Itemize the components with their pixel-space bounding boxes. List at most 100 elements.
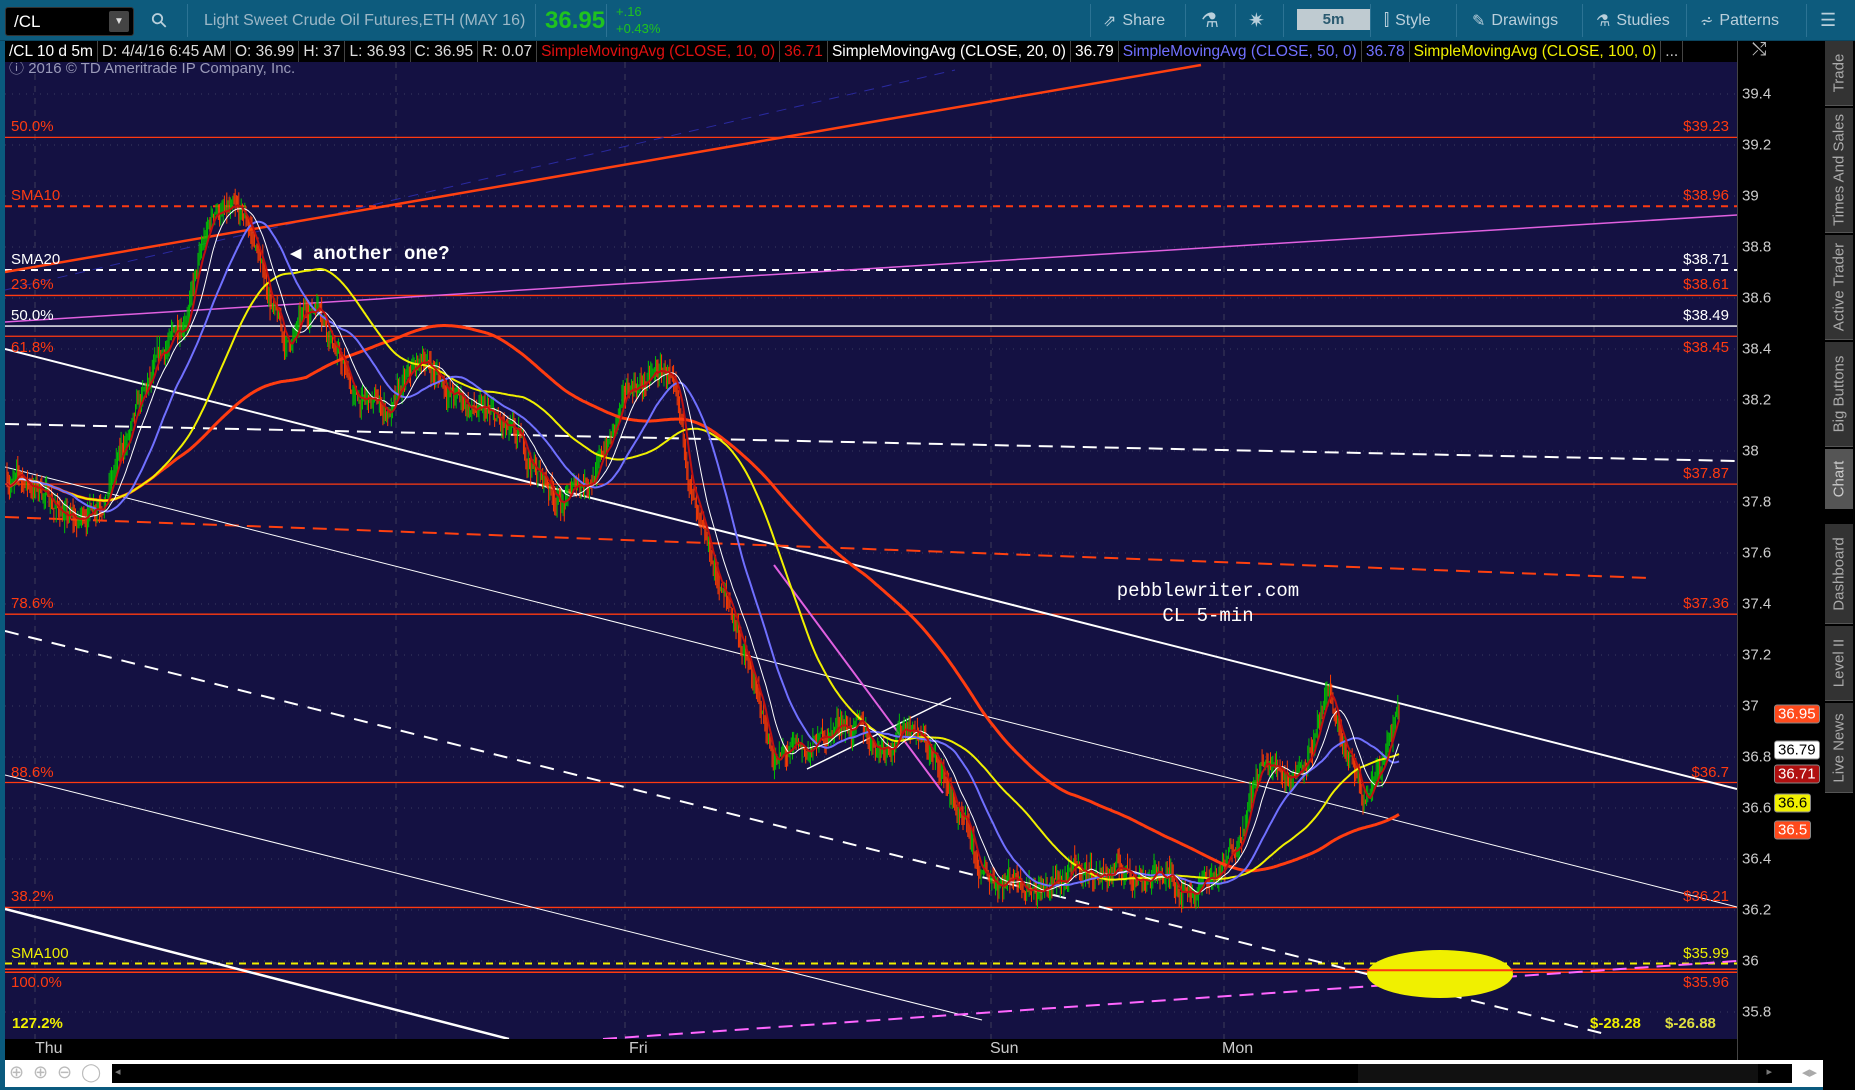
- level-label-right: $38.71: [1683, 250, 1729, 268]
- study-sma100-label[interactable]: SimpleMovingAvg (CLOSE, 100, 0): [1410, 41, 1662, 62]
- chart-canvas: [5, 62, 1737, 1039]
- chart-header: /CL 10 d 5m D: 4/4/16 6:45 AM O: 36.99 H…: [5, 41, 1737, 62]
- study-sma10-value: 36.71: [780, 41, 828, 62]
- symbol-period: /CL 10 d 5m: [5, 41, 98, 62]
- level-label-left: 38.2%: [11, 888, 54, 906]
- trendline-white: [5, 348, 1737, 790]
- fib-127-price-b: $-26.88: [1665, 1015, 1716, 1032]
- reset-icon[interactable]: ◯: [81, 1062, 102, 1082]
- price-tick: 36.4: [1742, 850, 1772, 868]
- flask-icon[interactable]: ⚗: [1201, 10, 1219, 32]
- trendline-white-bottom: [5, 907, 510, 1039]
- zoom-out-icon[interactable]: ⊖: [57, 1062, 73, 1082]
- scroll-left-icon[interactable]: ◂: [115, 1066, 121, 1078]
- bar-date: D: 4/4/16 6:45 AM: [98, 41, 231, 62]
- chevron-down-icon[interactable]: ▼: [109, 11, 129, 32]
- tab-label: Chart: [1830, 460, 1848, 497]
- toolbar: /CL ▼ ⚲ Light Sweet Crude Oil Futures,ETH…: [0, 0, 1855, 41]
- study-sma50-label[interactable]: SimpleMovingAvg (CLOSE, 50, 0): [1119, 41, 1362, 62]
- level-label-left: 50.0%: [11, 118, 54, 136]
- price-tick: 39: [1742, 187, 1759, 205]
- copyright-text: 2016 © TD Ameritrade IP Company, Inc.: [28, 62, 296, 77]
- share-button[interactable]: ⇗ Share: [1103, 0, 1165, 41]
- level-label-left: 100.0%: [11, 974, 62, 992]
- resize-handle-icon[interactable]: ◂▸: [1801, 1064, 1817, 1081]
- change-value: +.16: [616, 4, 642, 19]
- crosshair-icon[interactable]: ⊕: [9, 1062, 25, 1082]
- symbol-input[interactable]: /CL ▼: [5, 7, 134, 36]
- price-chart[interactable]: ⓘ 2016 © TD Ameritrade IP Company, Inc. …: [5, 62, 1737, 1039]
- price-axis[interactable]: ⤭ 39.4 39.2 39 38.8 38.6 38.4 38.2 38 37.8 37.6 37…: [1737, 39, 1823, 1060]
- copyright-notice: ⓘ 2016 © TD Ameritrade IP Company, Inc.: [9, 62, 295, 78]
- patterns-button[interactable]: ⩫ Patterns: [1700, 0, 1779, 41]
- price-tick: 39.4: [1742, 85, 1772, 103]
- price-tick: 36.6: [1742, 799, 1772, 817]
- price-tick: 38: [1742, 442, 1759, 460]
- sma10-line: [6, 204, 1400, 895]
- level-label-left: 50.0%: [11, 307, 54, 325]
- gear-icon[interactable]: ✷: [1248, 10, 1265, 32]
- price-tick: 36.8: [1742, 748, 1772, 766]
- chart-label: CL 5-min: [1162, 605, 1254, 627]
- side-tab-times-and-sales[interactable]: Times And Sales: [1825, 108, 1853, 233]
- price-tick: 36: [1742, 952, 1759, 970]
- studies-button[interactable]: ⚗ Studies: [1596, 0, 1670, 41]
- tab-label: Live News: [1830, 712, 1848, 783]
- highlight-ellipse: [1367, 950, 1513, 998]
- bar-low: L: 36.93: [345, 41, 411, 62]
- drawings-button[interactable]: ✎ Drawings: [1472, 0, 1558, 41]
- sma20-line: [6, 208, 1400, 894]
- price-badge: 36.6: [1774, 793, 1812, 813]
- timeframe-button[interactable]: 5m: [1297, 9, 1370, 30]
- drawings-label: Drawings: [1491, 11, 1559, 29]
- study-sma20-label[interactable]: SimpleMovingAvg (CLOSE, 20, 0): [828, 41, 1071, 62]
- side-tab-active-trader[interactable]: Active Trader: [1825, 235, 1853, 340]
- side-tab-big-buttons[interactable]: Big Buttons: [1825, 342, 1853, 447]
- time-axis: Thu Fri Sun Mon: [5, 1039, 1737, 1060]
- side-tab-dashboard[interactable]: Dashboard: [1825, 524, 1853, 624]
- level-label-left: 78.6%: [11, 595, 54, 613]
- side-tab-live-news[interactable]: Live News: [1825, 703, 1853, 793]
- side-tab-chart[interactable]: Chart: [1825, 449, 1853, 509]
- long-moving-average-line: [5, 324, 1400, 873]
- price-tick: 37.6: [1742, 544, 1772, 562]
- side-tab-trade[interactable]: Trade: [1825, 41, 1853, 106]
- study-sma10-label[interactable]: SimpleMovingAvg (CLOSE, 10, 0): [537, 41, 781, 62]
- last-price: 36.95: [545, 6, 606, 34]
- scroll-thumb[interactable]: [1358, 1064, 1758, 1083]
- level-label-right: $36.7: [1691, 763, 1729, 781]
- horizontal-scrollbar[interactable]: ◂ ▸: [112, 1064, 1792, 1083]
- site-label: pebblewriter.com: [1116, 580, 1300, 602]
- menu-icon[interactable]: ☰: [1820, 10, 1837, 30]
- level-label-left: 88.6%: [11, 763, 54, 781]
- more-studies[interactable]: ...: [1661, 41, 1684, 62]
- level-label-left: SMA100: [11, 944, 69, 962]
- channel-line-lower: [5, 774, 983, 1021]
- chart-navigation-bar: ⊕ ⊕ ⊖ ◯ ◂ ▸ ◂▸: [5, 1060, 1823, 1087]
- auto-scale-icon[interactable]: ⤭: [1752, 39, 1767, 59]
- trendline-pink-short: [773, 564, 944, 794]
- side-tab-level-ii[interactable]: Level II: [1825, 626, 1853, 701]
- price-tick: 38.8: [1742, 238, 1772, 256]
- zoom-in-icon[interactable]: ⊕: [33, 1062, 49, 1082]
- trendline-magenta: [5, 214, 1737, 323]
- watermark-annotation[interactable]: pebblewriter.com CL 5-min: [1098, 579, 1318, 629]
- scroll-right-icon[interactable]: ▸: [1766, 1066, 1772, 1078]
- side-panel-tabs: Trade Times And Sales Active Trader Big But…: [1823, 41, 1855, 1090]
- style-button[interactable]: ⫿ Style: [1384, 0, 1431, 41]
- studies-label: Studies: [1616, 11, 1670, 29]
- tab-label: Trade: [1830, 53, 1848, 93]
- level-label-right: $35.96: [1683, 974, 1729, 992]
- annotation-another-one[interactable]: ◀ another one?: [290, 242, 450, 265]
- tab-label: Times And Sales: [1830, 114, 1848, 226]
- level-label-right: $35.99: [1683, 944, 1729, 962]
- channel-line-thin: [5, 466, 1737, 908]
- link-icon[interactable]: ⚲: [146, 7, 173, 34]
- fib-127-label: 127.2%: [12, 1015, 63, 1032]
- patterns-label: Patterns: [1719, 11, 1779, 29]
- price-badge: 36.79: [1774, 740, 1820, 760]
- price-tick: 37.4: [1742, 595, 1772, 613]
- price-change: +.16 +0.43%: [616, 3, 660, 37]
- tab-label: Active Trader: [1830, 242, 1848, 332]
- price-tick: 37.8: [1742, 493, 1772, 511]
